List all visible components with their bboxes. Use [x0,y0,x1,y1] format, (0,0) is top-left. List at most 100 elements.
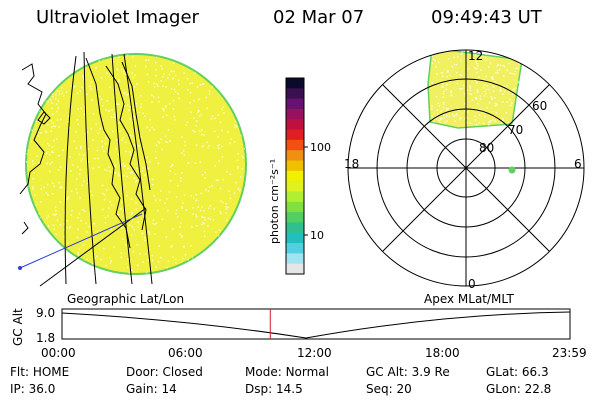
mlt-label-dusk: 18 [344,157,359,171]
noise-pixel [83,180,85,182]
noise-pixel [214,130,216,132]
noise-pixel [221,129,223,132]
noise-pixel [186,77,189,80]
noise-pixel [155,266,157,268]
coastline [121,61,151,191]
noise-pixel [235,181,237,184]
noise-pixel [167,209,169,212]
noise-pixel [189,102,191,104]
status-glon: GLon: 22.8 [486,382,551,396]
noise-pixel [475,108,477,110]
noise-pixel [58,256,61,259]
noise-pixel [195,144,198,146]
noise-pixel [220,200,222,202]
status-label: GC Alt: [366,365,408,379]
noise-pixel [114,78,117,80]
noise-pixel [27,164,29,167]
noise-pixel [184,144,186,147]
noise-pixel [220,212,222,215]
noise-pixel [462,87,464,89]
noise-pixel [201,215,203,218]
noise-pixel [451,66,454,68]
noise-pixel [131,135,133,137]
noise-pixel [134,181,137,183]
noise-pixel [488,52,490,54]
noise-pixel [67,197,69,200]
time-tick-label: 00:00 [41,346,76,360]
noise-pixel [49,88,52,91]
noise-pixel [216,145,219,147]
noise-pixel [46,217,48,219]
noise-pixel [40,188,43,190]
noise-pixel [151,94,153,97]
noise-pixel [181,235,183,237]
noise-pixel [170,87,173,90]
noise-pixel [490,76,493,79]
noise-pixel [100,77,103,79]
noise-pixel [129,151,131,153]
status-value: 20 [396,382,412,396]
noise-pixel [26,123,28,125]
noise-pixel [170,70,173,72]
noise-pixel [223,112,225,114]
noise-pixel [56,119,59,121]
noise-pixel [236,125,238,127]
status-gain: Gain: 14 [126,382,177,396]
longitude-line [83,51,97,285]
noise-pixel [239,242,241,244]
longitude-line [111,53,133,285]
noise-pixel [219,229,221,231]
noise-pixel [78,262,81,265]
noise-pixel [27,181,29,183]
noise-pixel [114,166,116,168]
noise-pixel [512,89,514,91]
coastline [105,65,147,231]
noise-pixel [109,86,111,89]
noise-pixel [202,222,204,224]
noise-pixel [456,82,459,85]
noise-pixel [120,227,123,230]
noise-pixel [232,232,235,234]
noise-pixel [481,111,483,113]
noise-pixel [29,118,32,121]
noise-pixel [154,151,157,153]
noise-pixel [194,199,197,202]
noise-pixel [102,208,104,211]
noise-pixel [70,70,73,72]
noise-pixel [179,233,181,236]
noise-pixel [67,120,69,123]
noise-pixel [28,128,31,131]
noise-pixel [483,84,486,86]
noise-pixel [128,271,131,274]
noise-pixel [517,81,519,84]
noise-pixel [111,58,113,60]
status-ip: IP: 36.0 [10,382,55,396]
noise-pixel [96,149,99,152]
noise-pixel [181,152,183,154]
noise-pixel [142,146,144,149]
noise-pixel [73,61,75,63]
noise-pixel [101,184,104,187]
noise-pixel [519,89,522,91]
noise-pixel [491,76,494,78]
noise-pixel [227,131,229,133]
noise-pixel [105,264,107,267]
noise-pixel [131,225,133,228]
noise-pixel [32,103,35,105]
noise-pixel [44,118,46,121]
noise-pixel [197,67,200,69]
noise-pixel [55,138,58,140]
noise-pixel [206,107,208,109]
noise-pixel [47,265,49,268]
noise-pixel [80,220,82,222]
noise-pixel [65,91,68,93]
noise-pixel [122,70,125,73]
noise-pixel [210,118,213,120]
noise-pixel [445,109,448,111]
noise-pixel [183,154,186,156]
noise-pixel [114,164,117,166]
noise-pixel [235,247,238,249]
noise-pixel [190,111,192,113]
noise-pixel [126,194,128,197]
noise-pixel [158,101,160,103]
